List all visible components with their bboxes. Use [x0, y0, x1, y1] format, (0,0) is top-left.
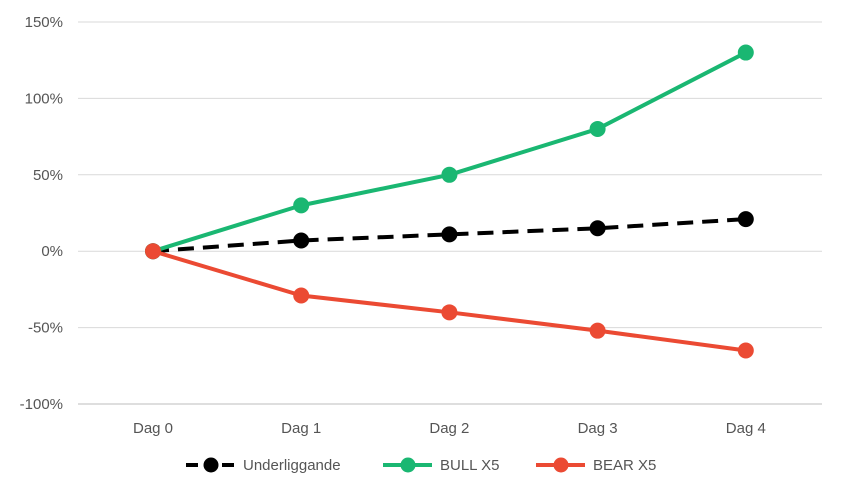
- y-tick-label: 0%: [41, 243, 63, 260]
- series-line: [152, 249, 747, 353]
- y-tick-label: 100%: [25, 90, 63, 107]
- data-point: [589, 120, 606, 137]
- y-tick-label: -50%: [28, 320, 63, 337]
- x-tick-label: Dag 3: [578, 420, 618, 437]
- legend-marker: [400, 457, 416, 473]
- legend-label: BEAR X5: [593, 457, 656, 474]
- legend-item: BULL X5: [383, 457, 499, 474]
- data-point: [589, 322, 606, 339]
- x-tick-label: Dag 1: [281, 420, 321, 437]
- data-point: [737, 342, 754, 359]
- data-point: [145, 243, 161, 260]
- y-axis-ticks: 150% 100% 50% 0% -50% -100%: [20, 14, 63, 413]
- x-tick-label: Dag 0: [133, 420, 173, 437]
- data-point: [293, 287, 310, 304]
- series-2: [145, 243, 754, 359]
- x-axis-ticks: Dag 0 Dag 1 Dag 2 Dag 3 Dag 4: [133, 420, 766, 437]
- legend-marker: [203, 457, 219, 473]
- y-tick-label: 50%: [33, 167, 63, 184]
- data-point: [293, 232, 310, 249]
- legend-item: Underliggande: [186, 457, 341, 474]
- y-tick-label: 150%: [25, 14, 63, 31]
- data-point: [737, 44, 754, 61]
- legend-marker: [553, 457, 569, 473]
- data-point: [293, 197, 310, 214]
- data-point: [441, 166, 458, 183]
- series-line: [152, 50, 747, 254]
- legend-label: Underliggande: [243, 457, 341, 474]
- series-0: [145, 211, 754, 260]
- legend-label: BULL X5: [440, 457, 499, 474]
- data-point: [589, 220, 606, 237]
- legend-item: BEAR X5: [536, 457, 656, 474]
- x-tick-label: Dag 4: [726, 420, 766, 437]
- data-point: [441, 226, 458, 243]
- data-point: [441, 304, 458, 321]
- legend: Underliggande BULL X5 BEAR X5: [186, 457, 656, 474]
- y-tick-label: -100%: [20, 396, 63, 413]
- x-tick-label: Dag 2: [429, 420, 469, 437]
- series-group: [145, 44, 754, 359]
- data-point: [737, 211, 754, 228]
